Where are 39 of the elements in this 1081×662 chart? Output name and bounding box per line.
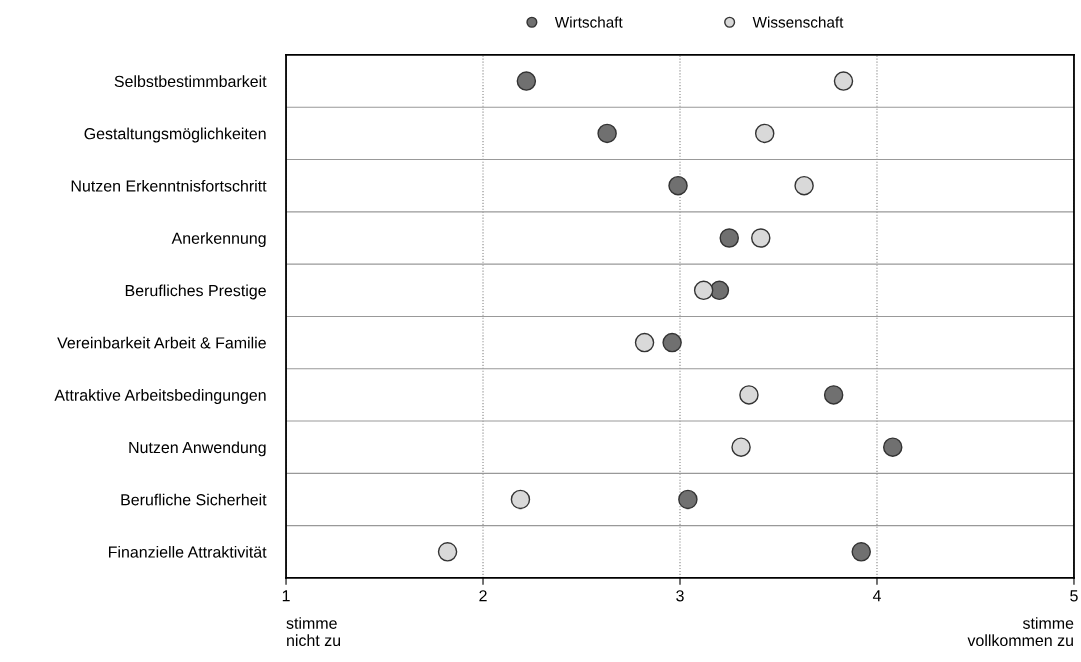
point [882, 437, 903, 457]
y-tick-label: Berufliches Prestige [125, 284, 266, 300]
y-tick-label: Anerkennung [171, 232, 266, 248]
point [794, 175, 814, 196]
point [634, 332, 655, 353]
point [739, 385, 759, 405]
point [754, 123, 775, 144]
point [597, 123, 617, 144]
y-tick-label: Nutzen Erkenntnisfortschritt [71, 179, 267, 192]
text: stimme vollkommen zu [967, 617, 1074, 647]
point [510, 489, 531, 510]
y-tick-label: Berufliche Sicherheit [121, 493, 267, 506]
x-tick-label: 1 [282, 590, 290, 602]
legend-label: Wissenschaft [752, 16, 844, 28]
point [751, 228, 771, 248]
point [678, 489, 698, 510]
point [668, 175, 688, 196]
point [833, 71, 854, 91]
y-tick-label: Nutzen Anwendung [129, 441, 266, 457]
point [731, 437, 751, 457]
x-tick-label: 2 [479, 590, 487, 602]
y-tick-label: Finanzielle Attraktivität [109, 545, 267, 558]
x-tick-label: 5 [1070, 590, 1078, 602]
y-tick-label: Attraktive Arbeitsbedingungen [54, 389, 266, 404]
point [851, 542, 871, 562]
point [693, 280, 714, 301]
point [823, 385, 844, 405]
text: stimme nicht zu [286, 617, 341, 647]
x-tick-label: 3 [676, 590, 684, 602]
point [516, 71, 537, 91]
point [662, 332, 682, 353]
legend-label: Wirtschaft [554, 16, 623, 28]
y-tick-label: Vereinbarkeit Arbeit & Familie [57, 336, 266, 349]
x-tick-label: 4 [872, 590, 881, 602]
point [719, 228, 739, 248]
point [437, 542, 458, 562]
point [709, 280, 730, 301]
y-tick-label: Selbstbestimmbarkeit [114, 75, 267, 88]
y-tick-label: Gestaltungsmöglichkeiten [84, 127, 266, 143]
